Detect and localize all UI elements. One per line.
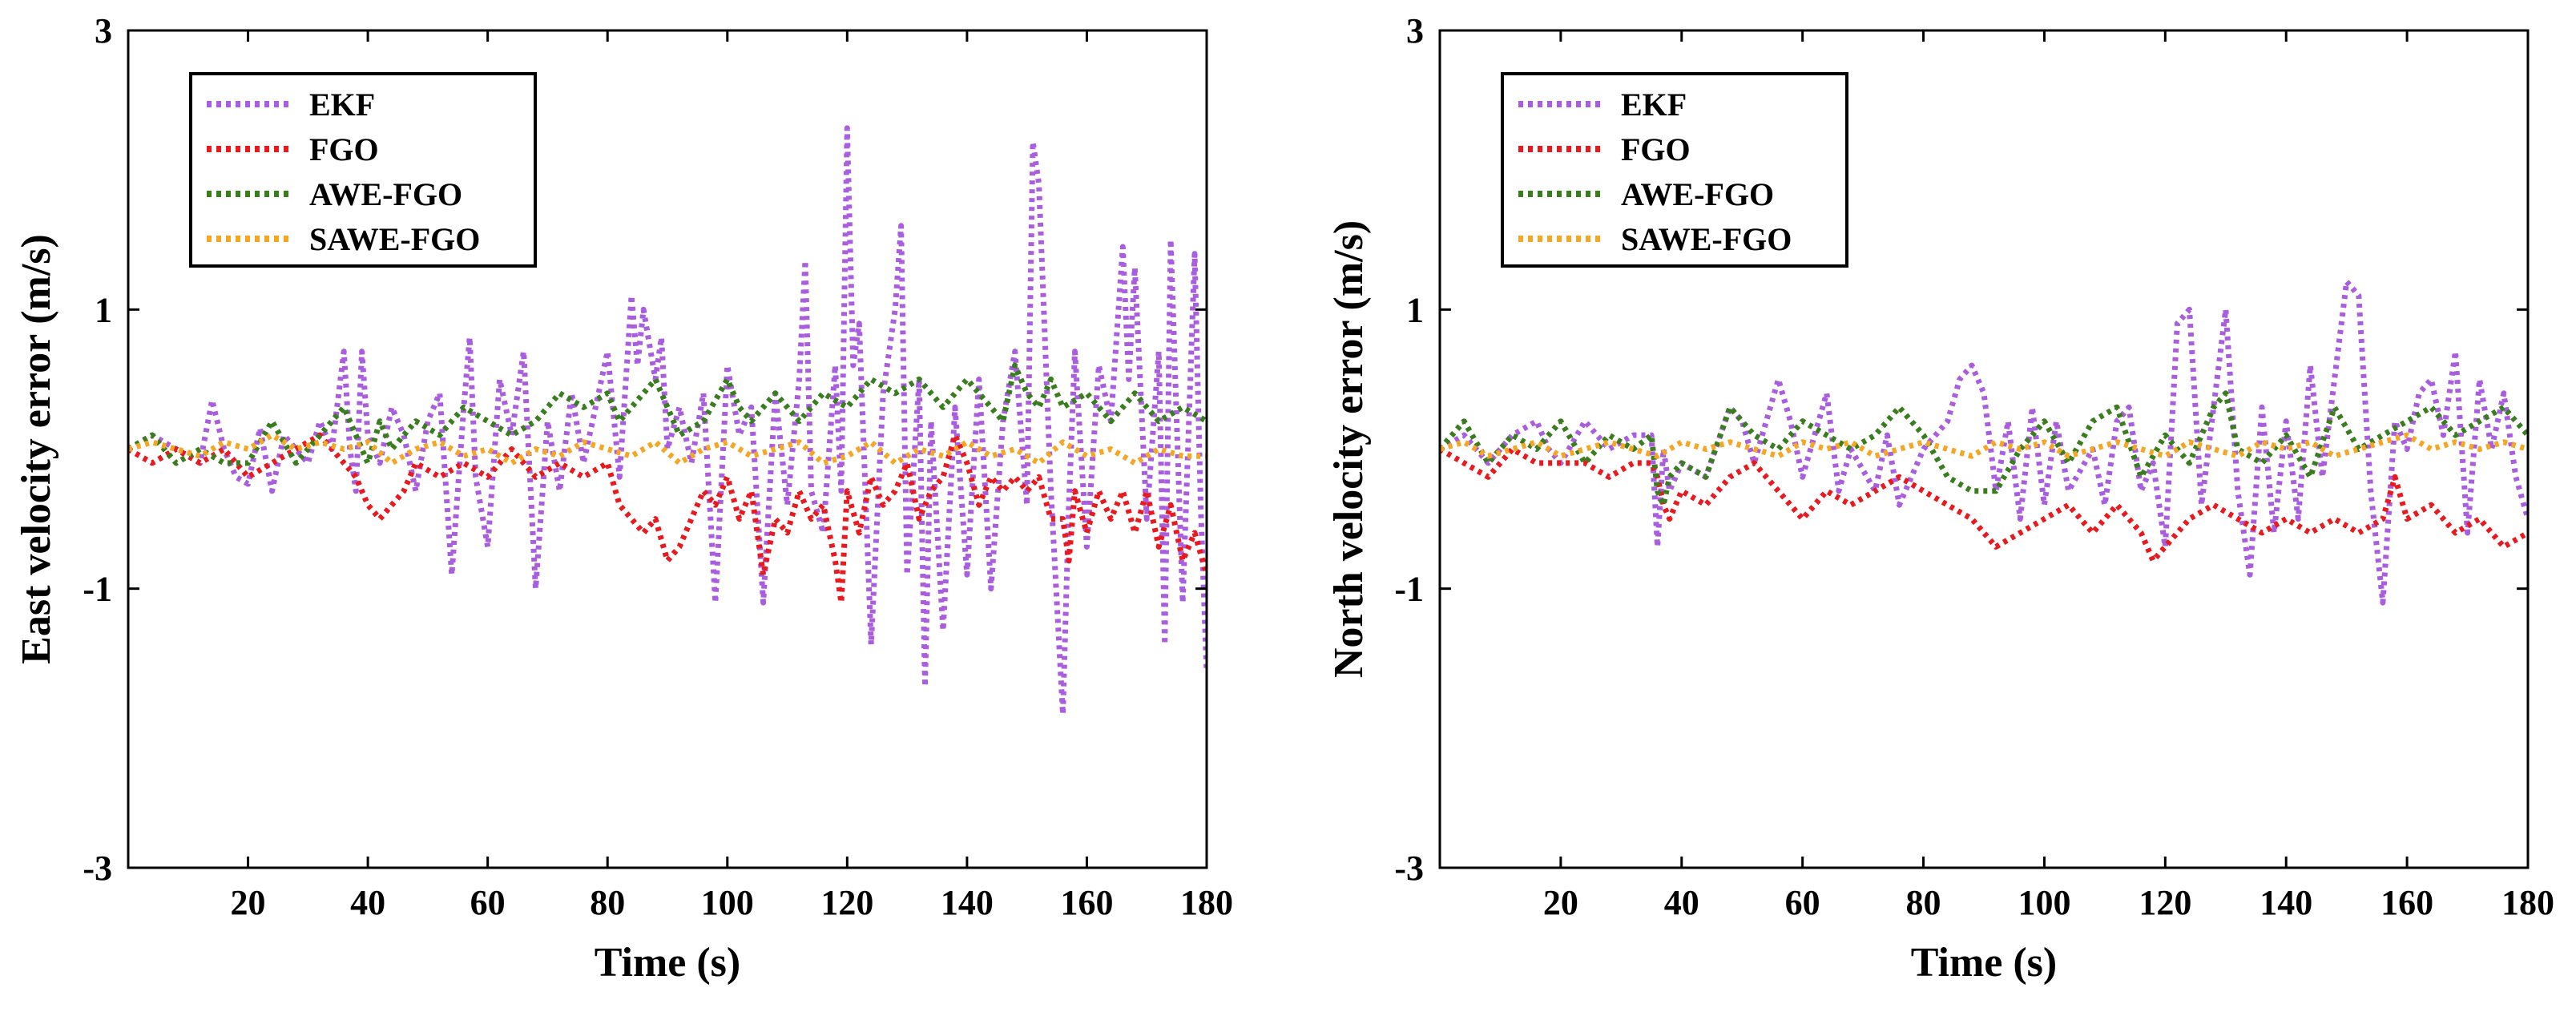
chart-1: 20 40 60 80 100 120 140 160 180 -3 -1 1 3 Time (s) Eas…: [14, 11, 1233, 986]
y-tick-label: 3: [1406, 11, 1424, 50]
x-tick-label: 100: [701, 883, 754, 922]
y-axis-title: North velocity error (m/s): [1326, 220, 1372, 678]
y-tick-label: -3: [1394, 849, 1424, 888]
x-tick-label: 120: [2139, 883, 2191, 922]
x-tick-label: 20: [231, 883, 266, 922]
x-axis-title: Time (s): [1911, 940, 2057, 986]
plot-frame: [1438, 29, 2530, 869]
x-tick-label: 140: [941, 883, 994, 922]
series-line-fgo: [1440, 446, 2528, 564]
legend: EKF FGO AWE-FGO SAWE-FGO: [1501, 72, 1848, 268]
x-tick-label: 40: [1664, 883, 1699, 922]
y-tick-label: 3: [95, 11, 112, 50]
legend-label-fgo: FGO: [309, 131, 379, 167]
x-tick-label: 100: [2018, 883, 2070, 922]
x-tick-label: 20: [1543, 883, 1578, 922]
chart-2: 20 40 60 80 100 120 140 160 180 -3 -1 1 3 Time (s) Nor…: [1326, 11, 2554, 986]
y-tick-label: -1: [1394, 570, 1424, 609]
x-axis-title: Time (s): [595, 940, 740, 986]
y-axis-title: East velocity error (m/s): [14, 234, 59, 664]
series-group: [128, 125, 1207, 717]
x-tick-label: 120: [820, 883, 873, 922]
series-line-fgo: [128, 432, 1207, 606]
plot-frame: [127, 29, 1208, 869]
series-line-awe-fgo: [128, 362, 1207, 466]
series-group: [1440, 279, 2528, 606]
series-line-awe-fgo: [1440, 390, 2528, 508]
x-tick-label: 40: [350, 883, 385, 922]
x-tick-label: 80: [1906, 883, 1941, 922]
y-tick-label: -3: [83, 849, 112, 888]
legend-label-sawe-fgo: SAWE-FGO: [309, 221, 480, 257]
x-tick-label: 180: [2501, 883, 2554, 922]
series-line-sawe-fgo: [128, 432, 1207, 466]
legend-label-sawe-fgo: SAWE-FGO: [1621, 221, 1792, 257]
x-tick-label: 160: [2380, 883, 2433, 922]
x-tick-label: 140: [2260, 883, 2312, 922]
series-line-ekf: [128, 125, 1207, 717]
x-tick-label: 180: [1180, 883, 1233, 922]
x-tick-label: 80: [590, 883, 625, 922]
series-line-ekf: [1440, 279, 2528, 606]
legend-label-awe-fgo: AWE-FGO: [309, 176, 462, 212]
legend-label-ekf: EKF: [1621, 87, 1687, 123]
x-tick-label: 60: [470, 883, 506, 922]
series-line-sawe-fgo: [1440, 432, 2528, 459]
x-tick-label: 160: [1060, 883, 1113, 922]
x-tick-label: 60: [1785, 883, 1820, 922]
legend: EKF FGO AWE-FGO SAWE-FGO: [189, 72, 537, 268]
y-tick-label: 1: [95, 290, 112, 329]
y-tick-label: -1: [83, 570, 112, 609]
legend-label-fgo: FGO: [1621, 131, 1691, 167]
legend-label-ekf: EKF: [309, 87, 375, 123]
y-tick-label: 1: [1406, 290, 1424, 329]
legend-label-awe-fgo: AWE-FGO: [1621, 176, 1774, 212]
